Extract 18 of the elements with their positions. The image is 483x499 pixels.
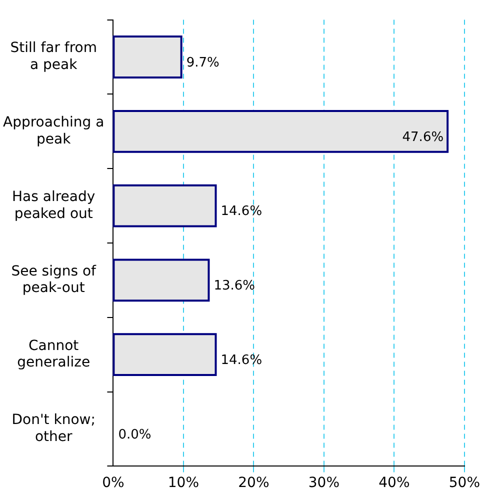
x-tick-label: 0% [102, 475, 124, 492]
x-tick-label: 50% [448, 475, 480, 492]
y-tick-label: Has already peaked out [12, 189, 96, 222]
x-tick-label: 20% [238, 475, 270, 492]
y-tick-label: Approaching a peak [2, 114, 104, 148]
y-tick-label: Still far from a peak [10, 40, 97, 74]
y-tick-label: See signs of peak-out [11, 263, 98, 296]
data-label: 47.6% [402, 130, 444, 145]
data-label: 0.0% [118, 427, 152, 442]
data-label: 14.6% [220, 204, 262, 220]
y-tick-label: Don't know; other [12, 412, 96, 446]
y-tick-label: Cannot generalize [17, 338, 90, 371]
data-label: 14.6% [220, 352, 262, 368]
data-label: 13.6% [214, 278, 256, 294]
x-tick-label: 30% [308, 475, 340, 492]
x-tick-label: 40% [378, 475, 410, 492]
data-label: 9.7% [186, 55, 220, 70]
x-tick-label: 10% [168, 475, 200, 492]
